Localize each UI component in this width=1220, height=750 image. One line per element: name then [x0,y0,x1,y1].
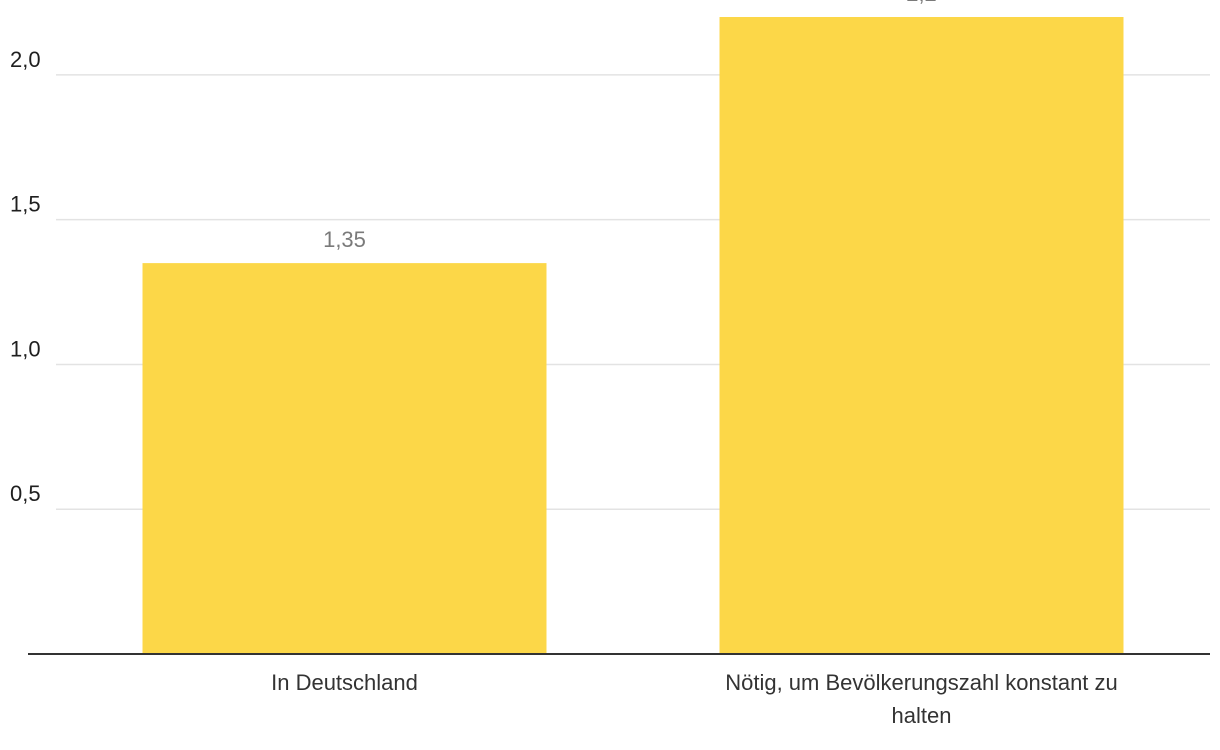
y-tick-label: 1,0 [10,336,41,361]
y-tick-label: 1,5 [10,192,41,217]
data-label: 1,35 [323,227,366,252]
x-tick-label: In Deutschland [271,670,418,695]
labels: 0,5 1,0 1,5 2,0 1,35 In Deutschland 2,2 Nötig, … [10,0,1118,728]
x-tick-label: Nötig, um Bevölkerungszahl konstant zu [725,670,1118,695]
y-tick-label: 2,0 [10,47,41,72]
data-label: 2,2 [906,0,937,6]
bars [142,17,1124,654]
y-tick-label: 0,5 [10,481,41,506]
bar [142,263,547,654]
x-tick-label: halten [892,703,952,728]
bar [719,17,1124,654]
